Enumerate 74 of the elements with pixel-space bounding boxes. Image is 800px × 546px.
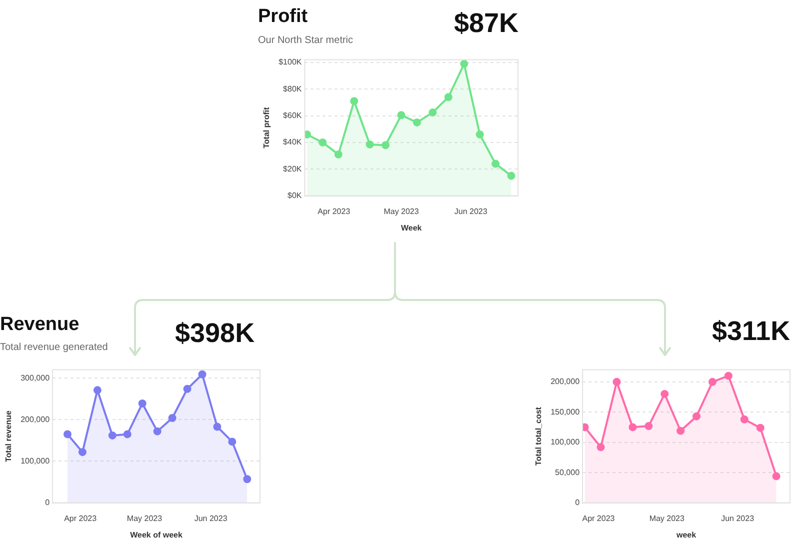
y-tick-label: 200,000 xyxy=(550,377,580,386)
point xyxy=(644,422,653,430)
point xyxy=(708,378,716,386)
text: $311K xyxy=(712,316,790,347)
y-axis-title: Total revenue xyxy=(4,410,14,462)
point xyxy=(350,97,358,106)
y-tick-label: 300,000 xyxy=(20,373,50,382)
point xyxy=(153,427,162,436)
x-tick-label: Jun 2023 xyxy=(721,514,755,523)
text: $87K xyxy=(454,8,519,39)
point xyxy=(412,118,421,126)
chart-title: Revenue xyxy=(0,314,80,336)
point xyxy=(444,93,452,102)
point xyxy=(93,386,102,394)
point xyxy=(366,140,374,148)
point xyxy=(612,378,621,386)
point xyxy=(460,60,468,68)
point xyxy=(724,372,732,380)
y-tick-label: $0K xyxy=(288,191,302,200)
x-tick-label: May 2023 xyxy=(649,514,685,523)
point xyxy=(198,370,206,378)
point xyxy=(740,415,748,424)
point xyxy=(692,412,701,420)
point xyxy=(213,422,222,431)
point xyxy=(397,111,406,120)
y-tick-label: $80K xyxy=(283,84,302,94)
point xyxy=(492,160,500,168)
x-axis-title: week xyxy=(675,530,697,540)
y-tick-label: 200,000 xyxy=(20,414,50,424)
point xyxy=(772,472,780,480)
y-tick-label: 0 xyxy=(575,498,580,508)
point xyxy=(596,443,605,452)
point xyxy=(63,430,72,438)
x-tick-label: Jun 2023 xyxy=(194,514,228,523)
y-tick-label: $100K xyxy=(278,58,302,67)
x-tick-label: Jun 2023 xyxy=(454,206,488,216)
x-tick-label: May 2023 xyxy=(126,514,163,523)
point xyxy=(756,424,764,432)
y-tick-label: 100,000 xyxy=(20,456,50,466)
point xyxy=(168,414,176,422)
chart-subtitle: Total revenue generated xyxy=(0,342,108,353)
point xyxy=(334,150,342,158)
y-tick-label: 100,000 xyxy=(550,438,580,447)
point xyxy=(138,399,146,408)
point xyxy=(476,130,484,138)
y-tick-label: $20K xyxy=(283,164,302,174)
point xyxy=(108,431,116,440)
point xyxy=(382,141,390,150)
point xyxy=(78,448,86,456)
point xyxy=(243,475,252,484)
point xyxy=(123,430,132,438)
point xyxy=(318,138,327,146)
x-tick-label: Apr 2023 xyxy=(64,514,98,523)
point xyxy=(428,108,437,116)
point xyxy=(183,384,192,393)
x-tick-label: Apr 2023 xyxy=(582,514,616,523)
y-tick-label: $60K xyxy=(283,111,302,120)
y-tick-label: 0 xyxy=(45,498,50,508)
y-axis-title: Total profit xyxy=(262,106,272,148)
x-tick-label: Apr 2023 xyxy=(318,206,351,216)
point xyxy=(507,172,516,180)
point xyxy=(660,390,669,398)
chart-subtitle: Our North Star metric xyxy=(258,35,354,46)
y-tick-label: 150,000 xyxy=(550,407,580,416)
point xyxy=(228,438,236,446)
y-tick-label: 50,000 xyxy=(555,468,580,477)
point xyxy=(628,423,637,432)
x-axis-title: Week xyxy=(400,223,422,232)
x-axis-title: Week of week xyxy=(130,530,183,540)
chart-title: Profit xyxy=(258,6,308,28)
y-tick-label: $40K xyxy=(283,138,302,147)
point xyxy=(676,426,685,435)
y-axis-title: Total total_cost xyxy=(534,406,544,466)
x-tick-label: May 2023 xyxy=(384,206,420,216)
